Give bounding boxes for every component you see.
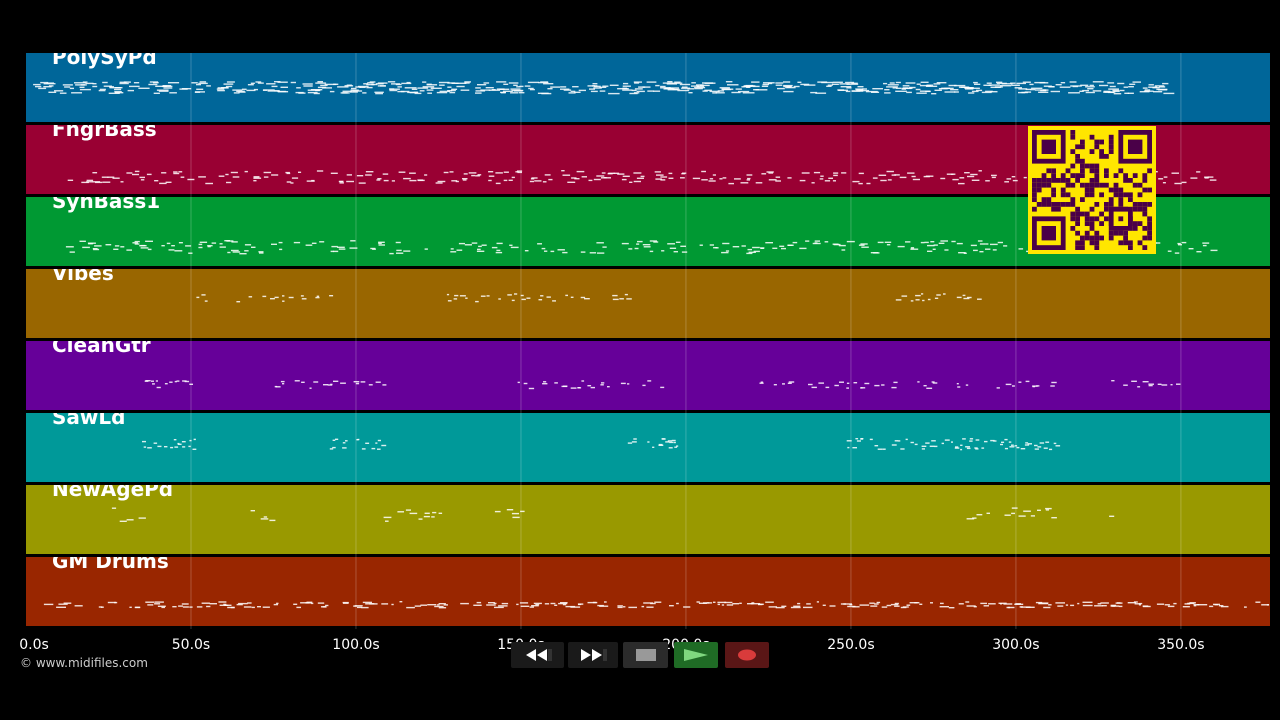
note-pattern (144, 380, 1181, 390)
note-pattern (142, 438, 1061, 451)
track-name: GM Drums (52, 557, 169, 573)
track-lane-newagepd[interactable]: NewAgePd (26, 485, 1270, 554)
track-name: FngrBass (52, 125, 157, 141)
track-lane-sawld[interactable]: SawLd (26, 413, 1270, 482)
record-button[interactable] (725, 642, 769, 668)
qr-code-icon (1028, 126, 1156, 254)
time-tick: 250.0s (827, 637, 875, 653)
track-name: Vibes (52, 269, 114, 285)
stop-icon (635, 649, 656, 661)
track-lane-cleangtr[interactable]: CleanGtr (26, 341, 1270, 410)
note-pattern (196, 293, 982, 303)
note-pattern (111, 507, 1115, 522)
note-pattern (33, 81, 1175, 95)
time-tick: 350.0s (1157, 637, 1205, 653)
note-pattern (43, 601, 1270, 609)
track-name: PolySyPd (52, 53, 157, 69)
transport-controls (511, 642, 769, 668)
track-lane-polysypd[interactable]: PolySyPd (26, 53, 1270, 122)
track-lane-gm-drums[interactable]: GM Drums (26, 557, 1270, 626)
record-icon (738, 649, 756, 661)
stop-button[interactable] (623, 642, 668, 668)
time-tick: 50.0s (171, 637, 211, 653)
fast-forward-icon (581, 649, 607, 661)
track-name: NewAgePd (52, 485, 174, 501)
track-lane-vibes[interactable]: Vibes (26, 269, 1270, 338)
time-tick: 300.0s (992, 637, 1040, 653)
track-name: CleanGtr (52, 341, 151, 357)
track-name: SynBass1 (52, 197, 161, 213)
play-icon (684, 649, 708, 661)
track-name: SawLd (52, 413, 126, 429)
time-tick: 100.0s (332, 637, 380, 653)
copyright-text: © www.midifiles.com (20, 656, 148, 670)
time-tick: 0.0s (19, 637, 49, 653)
rewind-button[interactable] (511, 642, 564, 668)
fast-forward-button[interactable] (568, 642, 618, 668)
play-button[interactable] (674, 642, 718, 668)
rewind-icon (525, 649, 552, 661)
